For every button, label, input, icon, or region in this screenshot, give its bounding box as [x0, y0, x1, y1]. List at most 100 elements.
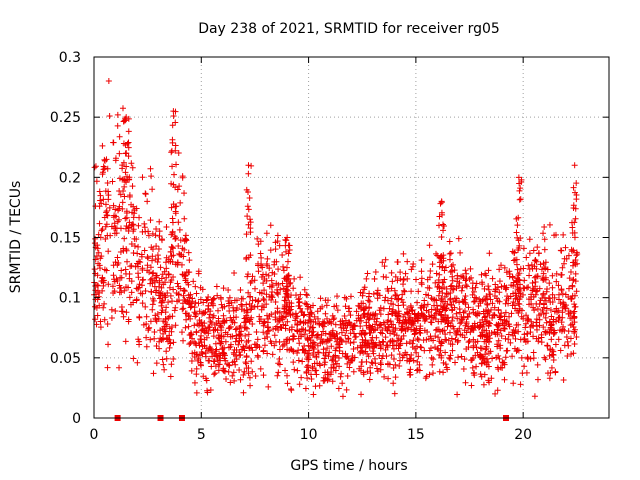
data-point: [206, 344, 213, 351]
data-point: [94, 242, 101, 249]
data-point: [526, 272, 533, 279]
data-point: [265, 316, 272, 323]
data-point: [426, 242, 433, 249]
data-point: [459, 273, 466, 280]
data-point: [534, 306, 541, 313]
data-point: [239, 302, 246, 309]
data-point: [558, 319, 565, 326]
data-point: [555, 291, 562, 298]
data-point: [522, 320, 529, 327]
data-point: [179, 300, 186, 307]
data-point: [408, 266, 415, 273]
data-point: [363, 358, 370, 365]
data-point: [547, 325, 554, 332]
data-point: [131, 243, 138, 250]
data-point: [363, 275, 370, 282]
data-point: [117, 274, 124, 281]
data-point: [203, 297, 210, 304]
data-point: [376, 352, 383, 359]
data-point: [547, 307, 554, 314]
data-point: [510, 380, 517, 387]
data-point: [263, 301, 270, 308]
data-point: [451, 304, 458, 311]
data-point: [172, 322, 179, 329]
data-point: [473, 295, 480, 302]
data-point: [369, 348, 376, 355]
data-point: [263, 271, 270, 278]
data-point: [384, 285, 391, 292]
data-point: [112, 206, 119, 213]
data-point: [428, 345, 435, 352]
data-point: [208, 363, 215, 370]
data-point: [134, 359, 141, 366]
data-point: [103, 156, 110, 163]
data-point: [283, 290, 290, 297]
data-point: [516, 242, 523, 249]
data-point: [297, 305, 304, 312]
data-point: [478, 373, 485, 380]
data-point: [144, 253, 151, 260]
data-point: [303, 368, 310, 375]
data-point: [384, 297, 391, 304]
data-point: [143, 313, 150, 320]
data-point: [118, 267, 125, 274]
data-point: [125, 144, 132, 151]
data-point: [505, 336, 512, 343]
data-point: [215, 367, 222, 374]
data-point: [102, 235, 109, 242]
data-point: [96, 289, 103, 296]
data-point: [290, 359, 297, 366]
data-point: [557, 300, 564, 307]
data-point: [546, 375, 553, 382]
data-point: [470, 342, 477, 349]
data-point: [485, 307, 492, 314]
data-point: [531, 257, 538, 264]
data-point: [511, 329, 518, 336]
data-point: [536, 322, 543, 329]
data-point: [285, 275, 292, 282]
data-point: [230, 314, 237, 321]
data-point: [149, 230, 156, 237]
data-point: [116, 133, 123, 140]
data-point: [130, 221, 137, 228]
data-point: [477, 319, 484, 326]
data-point: [562, 244, 569, 251]
data-point: [230, 307, 237, 314]
data-point: [300, 312, 307, 319]
data-point: [515, 286, 522, 293]
data-point: [523, 254, 530, 261]
data-point: [542, 314, 549, 321]
data-point: [209, 353, 216, 360]
data-point: [217, 294, 224, 301]
data-point: [496, 314, 503, 321]
data-point: [417, 325, 424, 332]
data-point: [186, 341, 193, 348]
data-point: [415, 353, 422, 360]
data-point: [237, 287, 244, 294]
data-point: [559, 309, 566, 316]
data-point: [256, 289, 263, 296]
data-point: [295, 296, 302, 303]
data-point: [181, 287, 188, 294]
data-point: [346, 308, 353, 315]
data-point: [257, 238, 264, 245]
data-point: [179, 306, 186, 313]
data-point: [450, 261, 457, 268]
data-point: [324, 345, 331, 352]
data-point: [436, 351, 443, 358]
data-point: [516, 196, 523, 203]
data-point: [98, 227, 105, 234]
data-point: [283, 336, 290, 343]
data-point: [236, 352, 243, 359]
data-point: [181, 246, 188, 253]
data-point: [459, 332, 466, 339]
data-point: [204, 296, 211, 303]
data-point: [437, 302, 444, 309]
data-point: [550, 316, 557, 323]
data-point: [122, 266, 129, 273]
data-point: [323, 302, 330, 309]
data-point: [459, 298, 466, 305]
data-point: [473, 363, 480, 370]
data-point: [228, 299, 235, 306]
data-point: [142, 190, 149, 197]
